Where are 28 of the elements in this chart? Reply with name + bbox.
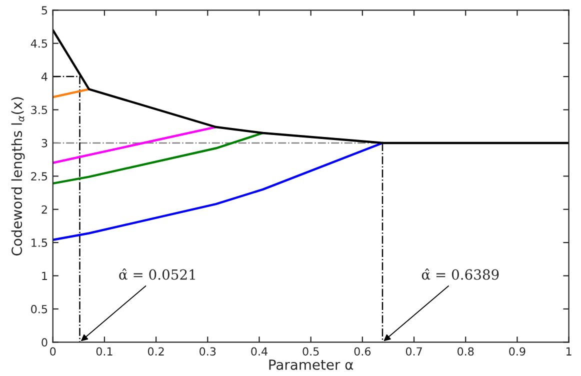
- x-tick-label: 0.6: [354, 347, 371, 356]
- y-tick-label: 4.5: [30, 39, 48, 48]
- x-tick-label: 0: [50, 347, 56, 356]
- line-series: [52, 142, 384, 242]
- y-tick-label: 3: [42, 138, 48, 148]
- x-tick-label: 0.9: [509, 347, 526, 356]
- annotation: α̂ = 0.0521: [119, 268, 195, 280]
- y-tick-label: 2.5: [31, 172, 48, 181]
- y-tick-label: 0.5: [31, 304, 48, 314]
- x-tick-label: 0.1: [96, 347, 112, 356]
- line-series: [52, 132, 264, 185]
- x-tick-label: 0.7: [406, 347, 422, 356]
- y-tick-label: 1.5: [32, 238, 48, 247]
- x-tick-label: 0.5: [302, 347, 319, 356]
- x-tick-label: 1: [566, 347, 572, 356]
- y-tick-label: 0: [42, 338, 48, 347]
- x-tick-label: 0.8: [458, 347, 474, 356]
- x-axis-title: Parameter α: [269, 360, 354, 370]
- y-tick-label: 1: [42, 272, 47, 280]
- y-tick-label: 4: [41, 72, 48, 81]
- y-tick-label: 5: [42, 6, 48, 15]
- x-tick-label: 0.4: [251, 347, 268, 356]
- annotation: α̂ = 0.6389: [422, 268, 499, 280]
- x-tick-label: 0.3: [200, 347, 216, 356]
- x-tick-label: 0.2: [148, 347, 164, 356]
- y-tick-label: 2: [42, 205, 47, 214]
- y-tick-label: 3.5: [31, 106, 48, 114]
- y-axis-title: Codeword lengths l$_{α}$(x): [11, 97, 25, 256]
